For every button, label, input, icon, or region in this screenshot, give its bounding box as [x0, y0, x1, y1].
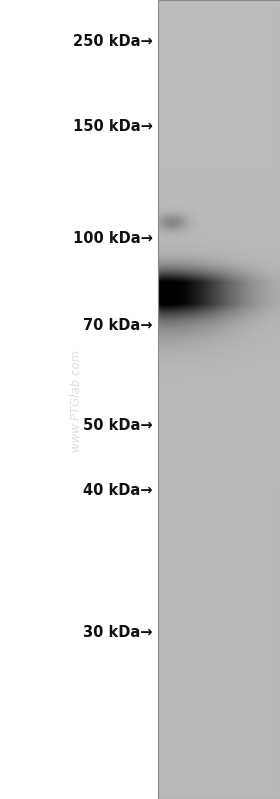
Text: 100 kDa→: 100 kDa→	[73, 231, 153, 245]
Text: www.PTGlab.com: www.PTGlab.com	[69, 348, 82, 451]
Text: 70 kDa→: 70 kDa→	[83, 319, 153, 333]
Text: 50 kDa→: 50 kDa→	[83, 419, 153, 433]
Text: 40 kDa→: 40 kDa→	[83, 483, 153, 498]
Text: 250 kDa→: 250 kDa→	[73, 34, 153, 49]
Bar	[158, 0, 280, 799]
Text: 30 kDa→: 30 kDa→	[83, 626, 153, 640]
Text: 150 kDa→: 150 kDa→	[73, 119, 153, 133]
